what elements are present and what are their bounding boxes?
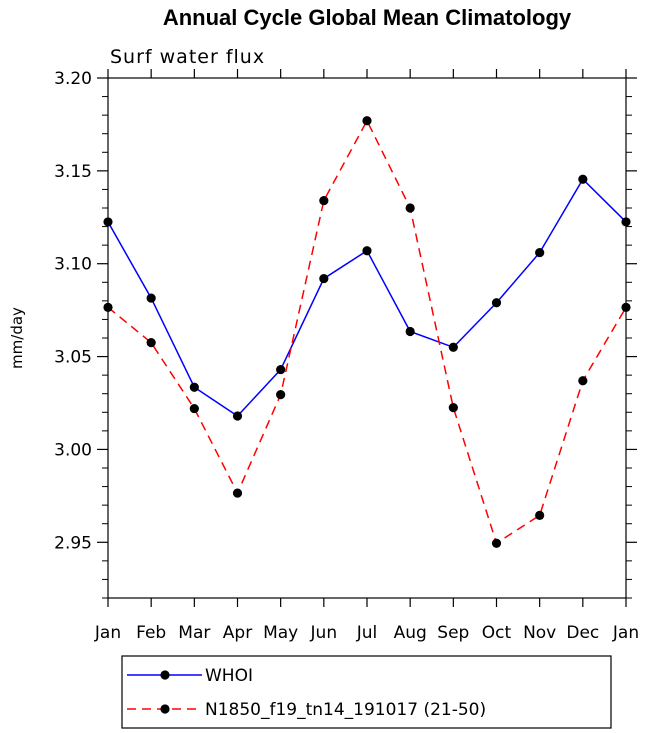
data-point (276, 364, 286, 375)
legend-label: WHOI (205, 666, 253, 686)
x-tick-label: Jul (356, 623, 378, 643)
data-point (578, 174, 588, 184)
x-tick-label: Jan (612, 623, 639, 643)
x-tick-label: Dec (566, 623, 599, 643)
series-layer (103, 116, 631, 548)
data-point (535, 247, 545, 258)
legend-marker (160, 670, 170, 680)
y-tick-label: 2.95 (54, 533, 92, 553)
x-tick-label: Sep (437, 623, 469, 643)
x-tick-label: Mar (178, 623, 210, 643)
x-tick-label: Aug (394, 623, 427, 643)
x-tick-label: Nov (523, 623, 556, 643)
x-tick-label: Jan (94, 623, 121, 643)
data-point (535, 510, 545, 520)
data-point (103, 302, 113, 312)
data-point (448, 342, 458, 352)
data-point (189, 403, 199, 414)
data-point (578, 376, 588, 386)
axis-ticks: 2.95 3.00 3.05 3.10 3.15 3.20 Jan Feb Mar Apr May J… (54, 69, 639, 643)
data-point (621, 217, 631, 227)
data-point (448, 403, 458, 413)
data-point (491, 298, 502, 308)
y-tick-label: 3.15 (54, 162, 92, 182)
data-point (405, 203, 415, 213)
x-tick-label: Jun (310, 623, 338, 643)
data-point (232, 488, 243, 498)
chart-title: Annual Cycle Global Mean Climatology (163, 5, 572, 30)
data-point (491, 538, 502, 548)
y-tick-label: 3.20 (54, 69, 92, 89)
data-point (362, 116, 372, 126)
plot-frame (107, 77, 627, 599)
data-point (189, 382, 199, 392)
x-tick-label: Feb (136, 623, 166, 643)
y-tick-label: 3.10 (54, 255, 92, 275)
data-point (362, 246, 372, 256)
y-axis-label: mm/day (8, 307, 26, 369)
legend-box (121, 655, 612, 729)
data-point (232, 411, 243, 421)
data-point (319, 195, 329, 206)
series-line (107, 178, 627, 417)
y-tick-label: 3.05 (54, 348, 92, 368)
x-tick-label: Apr (223, 623, 252, 643)
series-line (107, 119, 627, 545)
x-tick-label: Oct (482, 623, 512, 643)
data-point (405, 326, 415, 337)
y-tick-label: 3.00 (54, 440, 92, 460)
legend-label: N1850_f19_tn14_191017 (21-50) (205, 700, 486, 720)
chart-subtitle: Surf water flux (110, 46, 265, 68)
legend-marker (160, 704, 170, 714)
data-point (146, 338, 156, 348)
x-tick-label: May (263, 623, 298, 643)
data-point (276, 390, 286, 400)
data-point (621, 302, 631, 312)
data-point (103, 217, 113, 227)
data-point (146, 293, 156, 303)
data-point (319, 273, 329, 284)
legend: WHOI N1850_f19_tn14_191017 (21-50) (121, 655, 612, 729)
